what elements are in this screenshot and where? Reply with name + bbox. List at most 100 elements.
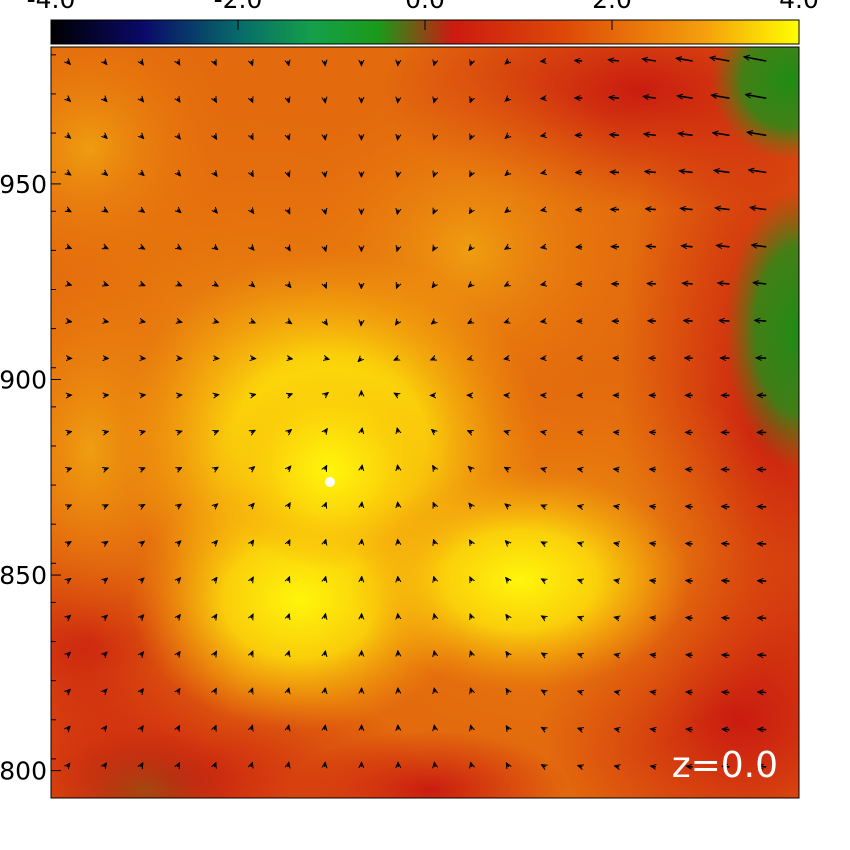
velocity-arrow (723, 729, 730, 730)
velocity-arrow (141, 615, 144, 618)
velocity-arrow (104, 61, 107, 64)
velocity-arrow (214, 135, 216, 138)
velocity-arrow (395, 358, 399, 360)
velocity-arrow (104, 764, 106, 767)
velocity-arrow (759, 766, 767, 767)
velocity-arrow (67, 432, 71, 433)
velocity-arrow (141, 468, 145, 470)
velocity-arrow (177, 541, 180, 544)
velocity-arrow (686, 506, 693, 507)
velocity-arrow (67, 727, 70, 730)
velocity-arrow (722, 581, 730, 582)
y-axis-tick-label: 850 (0, 561, 47, 590)
velocity-arrow (687, 618, 693, 619)
velocity-arrow (434, 172, 435, 176)
velocity-arrow (542, 691, 545, 693)
velocity-arrow (398, 172, 399, 176)
velocity-arrow (177, 395, 181, 396)
velocity-arrow (682, 246, 693, 247)
velocity-arrow (214, 763, 216, 767)
velocity-arrow (505, 468, 509, 470)
velocity-arrow (578, 580, 582, 581)
velocity-arrow (141, 247, 145, 249)
velocity-arrow (578, 728, 582, 729)
velocity-arrow (684, 321, 693, 322)
velocity-arrow (177, 763, 179, 767)
velocity-arrow (251, 726, 252, 730)
velocity-arrow (432, 430, 435, 433)
velocity-arrow (67, 653, 70, 656)
colorbar-tick-label: 2.0 (592, 0, 632, 14)
velocity-arrow (104, 321, 108, 322)
velocity-arrow (722, 655, 730, 656)
velocity-arrow (67, 135, 70, 138)
velocity-arrow (506, 504, 509, 507)
velocity-arrow (104, 284, 108, 285)
y-axis-tick-labels: 950 900 850 800 (0, 170, 47, 786)
velocity-arrow (433, 210, 435, 214)
velocity-arrow (715, 170, 730, 172)
velocity-arrow (177, 615, 180, 618)
velocity-arrow (644, 97, 656, 99)
velocity-arrow (433, 284, 435, 287)
velocity-arrow (325, 358, 329, 359)
velocity-arrow (398, 466, 399, 470)
velocity-arrow (141, 321, 145, 322)
velocity-arrow (214, 541, 217, 544)
velocity-arrow (542, 765, 546, 767)
velocity-arrow (468, 431, 472, 433)
velocity-arrow (650, 543, 656, 544)
velocity-arrow (679, 133, 693, 135)
velocity-arrow (141, 578, 144, 581)
y-axis-tick-label: 900 (0, 365, 47, 394)
velocity-arrow (104, 135, 107, 138)
velocity-arrow (325, 321, 327, 324)
velocity-arrow (251, 541, 253, 544)
velocity-arrow (506, 210, 509, 213)
field-region-yellow (350, 470, 690, 690)
colorbar-tick-labels: -4.0 -2.0 0.0 2.0 4.0 (27, 0, 819, 14)
velocity-arrow (288, 577, 290, 581)
velocity-arrow (578, 617, 582, 618)
velocity-arrow (104, 468, 108, 469)
velocity-arrow (325, 503, 326, 507)
velocity-arrow (288, 321, 291, 323)
velocity-arrow (214, 210, 217, 213)
velocity-arrow (67, 579, 70, 581)
velocity-arrow (325, 652, 326, 656)
velocity-arrow (610, 97, 620, 98)
field-peak (325, 477, 335, 487)
velocity-arrow (615, 729, 619, 730)
velocity-arrow (67, 247, 71, 249)
velocity-arrow (177, 578, 180, 581)
velocity-arrow (361, 429, 362, 433)
velocity-arrow (615, 580, 619, 581)
redshift-annotation: z=0.0 (672, 745, 778, 786)
velocity-arrow (325, 540, 326, 544)
velocity-arrow (141, 135, 144, 138)
velocity-arrow (325, 763, 326, 767)
velocity-arrow (651, 580, 656, 581)
velocity-arrow (578, 506, 582, 507)
velocity-arrow (614, 469, 619, 470)
velocity-arrow (251, 689, 252, 693)
velocity-arrow (141, 172, 144, 175)
velocity-arrow (646, 209, 656, 210)
velocity-arrow (67, 172, 70, 174)
velocity-arrow (745, 57, 767, 62)
velocity-arrow (541, 135, 545, 136)
velocity-arrow (749, 170, 767, 173)
velocity-arrow (398, 540, 399, 544)
velocity-arrow (680, 171, 693, 173)
velocity-arrow (506, 652, 508, 655)
velocity-arrow (434, 577, 435, 581)
velocity-arrow (177, 135, 180, 138)
colorbar-tick-label: -4.0 (27, 0, 76, 14)
velocity-arrow (651, 729, 656, 730)
velocity-arrow (288, 540, 290, 544)
velocity-arrow (687, 692, 693, 693)
velocity-arrow (506, 541, 509, 544)
velocity-arrow (471, 61, 472, 65)
velocity-arrow (651, 692, 656, 693)
velocity-arrow (288, 210, 290, 214)
